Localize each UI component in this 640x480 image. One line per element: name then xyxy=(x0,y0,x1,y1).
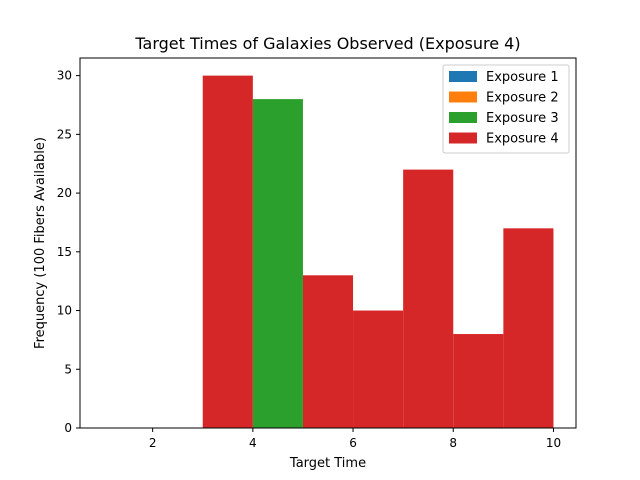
x-tick-label: 8 xyxy=(449,436,457,450)
legend-swatch-1 xyxy=(449,71,477,82)
chart-title: Target Times of Galaxies Observed (Expos… xyxy=(134,34,520,53)
legend-frame xyxy=(442,64,570,154)
y-tick-label: 5 xyxy=(64,362,72,376)
plot-frame xyxy=(79,57,577,429)
legend-label-3: Exposure 3 xyxy=(486,111,559,126)
bar-exposure-4-3 xyxy=(403,169,454,429)
bar-exposure-4-5 xyxy=(503,228,554,428)
y-tick-label: 25 xyxy=(57,127,72,141)
bar-exposure-4-0 xyxy=(202,75,253,428)
y-axis-label: Frequency (100 Fibers Available) xyxy=(33,137,48,349)
legend-label-2: Exposure 2 xyxy=(486,91,559,106)
bar-exposure-4-2 xyxy=(353,310,404,428)
bars-group xyxy=(202,75,554,429)
y-axis: 0 5 10 15 20 25 30 xyxy=(57,69,80,435)
legend-label-4: Exposure 4 xyxy=(486,132,559,147)
legend-swatch-3 xyxy=(449,112,477,123)
legend-swatch-2 xyxy=(449,91,477,103)
y-tick-label: 20 xyxy=(57,186,72,200)
x-tick-label: 10 xyxy=(546,436,561,450)
legend-label-1: Exposure 1 xyxy=(486,70,559,85)
bar-exposure-3-0 xyxy=(252,99,303,428)
x-tick-label: 2 xyxy=(149,436,157,450)
x-tick-label: 6 xyxy=(349,436,357,450)
x-tick-label: 4 xyxy=(249,436,257,450)
x-axis: 2 4 6 8 10 xyxy=(149,428,561,450)
bar-exposure-4-4 xyxy=(453,334,504,428)
y-tick-label: 10 xyxy=(57,304,72,318)
bar-exposure-4-1 xyxy=(302,275,354,428)
legend-swatch-4 xyxy=(449,132,477,144)
x-axis-label: Target Time xyxy=(289,456,366,471)
legend: Exposure 1 Exposure 2 Exposure 3 Exposure 4 xyxy=(442,64,570,154)
y-tick-label: 0 xyxy=(64,421,72,435)
y-tick-label: 30 xyxy=(57,69,72,83)
y-tick-label: 15 xyxy=(57,245,72,259)
